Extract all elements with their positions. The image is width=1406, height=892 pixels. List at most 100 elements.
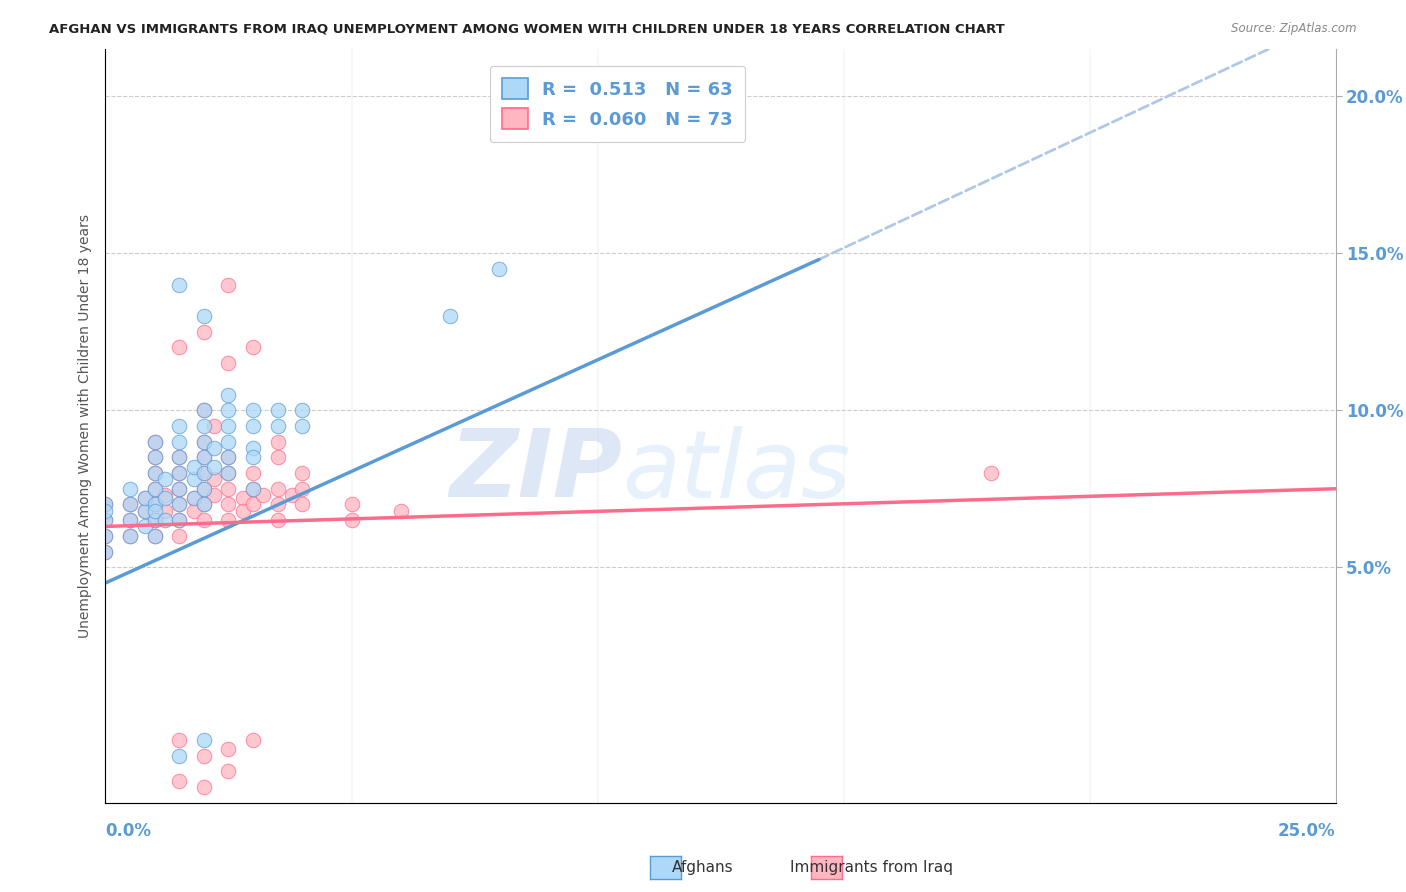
Point: [143, 434, 166, 449]
Point: [291, 466, 314, 480]
Point: [242, 482, 264, 496]
Point: [94, 504, 117, 518]
Point: [242, 441, 264, 455]
Point: [218, 356, 240, 370]
Point: [193, 498, 215, 512]
Point: [267, 513, 290, 527]
Point: [202, 419, 225, 434]
Point: [169, 529, 191, 543]
Point: [193, 434, 215, 449]
Point: [120, 529, 141, 543]
Point: [218, 419, 240, 434]
Point: [169, 498, 191, 512]
Point: [193, 450, 215, 465]
Point: [183, 491, 205, 505]
Point: [218, 742, 240, 756]
Point: [340, 513, 363, 527]
Point: [94, 513, 117, 527]
Point: [242, 498, 264, 512]
Point: [242, 733, 264, 747]
Point: [218, 277, 240, 292]
Point: [94, 498, 117, 512]
Point: [267, 419, 290, 434]
Y-axis label: Unemployment Among Women with Children Under 18 years: Unemployment Among Women with Children U…: [79, 214, 93, 638]
Point: [143, 504, 166, 518]
Point: [169, 466, 191, 480]
Text: atlas: atlas: [621, 425, 851, 516]
Point: [291, 403, 314, 417]
Point: [242, 450, 264, 465]
Point: [218, 434, 240, 449]
Point: [291, 419, 314, 434]
Point: [120, 498, 141, 512]
Point: [120, 529, 141, 543]
Point: [193, 403, 215, 417]
Point: [143, 513, 166, 527]
Point: [267, 434, 290, 449]
Point: [169, 419, 191, 434]
Point: [218, 466, 240, 480]
Point: [94, 544, 117, 558]
Text: 25.0%: 25.0%: [1278, 822, 1336, 839]
Point: [183, 504, 205, 518]
Point: [169, 482, 191, 496]
Point: [242, 340, 264, 354]
Point: [218, 450, 240, 465]
Text: Afghans: Afghans: [672, 860, 734, 874]
Point: [193, 309, 215, 323]
Point: [143, 466, 166, 480]
Point: [143, 529, 166, 543]
Text: 0.0%: 0.0%: [105, 822, 152, 839]
Point: [134, 491, 156, 505]
Text: Source: ZipAtlas.com: Source: ZipAtlas.com: [1232, 22, 1357, 36]
Text: ZIP: ZIP: [450, 425, 621, 517]
Point: [389, 504, 412, 518]
Point: [242, 482, 264, 496]
Point: [120, 513, 141, 527]
Point: [242, 419, 264, 434]
Point: [193, 450, 215, 465]
Point: [94, 544, 117, 558]
Point: [169, 340, 191, 354]
Point: [143, 513, 166, 527]
Point: [218, 387, 240, 401]
Point: [169, 748, 191, 763]
Point: [183, 459, 205, 474]
Point: [267, 450, 290, 465]
Point: [202, 459, 225, 474]
Point: [291, 482, 314, 496]
Point: [218, 482, 240, 496]
Point: [143, 482, 166, 496]
Point: [218, 403, 240, 417]
Point: [202, 488, 225, 502]
Point: [134, 491, 156, 505]
Point: [267, 403, 290, 417]
Point: [153, 491, 176, 505]
Point: [193, 403, 215, 417]
Point: [439, 309, 461, 323]
Point: [120, 513, 141, 527]
Point: [169, 466, 191, 480]
Point: [143, 529, 166, 543]
Point: [193, 466, 215, 480]
Point: [153, 472, 176, 486]
Point: [267, 498, 290, 512]
Point: [340, 498, 363, 512]
Point: [291, 498, 314, 512]
Point: [232, 491, 254, 505]
Point: [193, 434, 215, 449]
Point: [120, 498, 141, 512]
Point: [134, 519, 156, 533]
Point: [218, 764, 240, 779]
Point: [193, 733, 215, 747]
Point: [169, 434, 191, 449]
Point: [183, 472, 205, 486]
Point: [169, 513, 191, 527]
Text: Immigrants from Iraq: Immigrants from Iraq: [790, 860, 953, 874]
Point: [252, 488, 274, 502]
Point: [242, 466, 264, 480]
Legend: R =  0.513   N = 63, R =  0.060   N = 73: R = 0.513 N = 63, R = 0.060 N = 73: [489, 66, 745, 142]
Point: [980, 466, 1002, 480]
Point: [143, 482, 166, 496]
Point: [218, 466, 240, 480]
